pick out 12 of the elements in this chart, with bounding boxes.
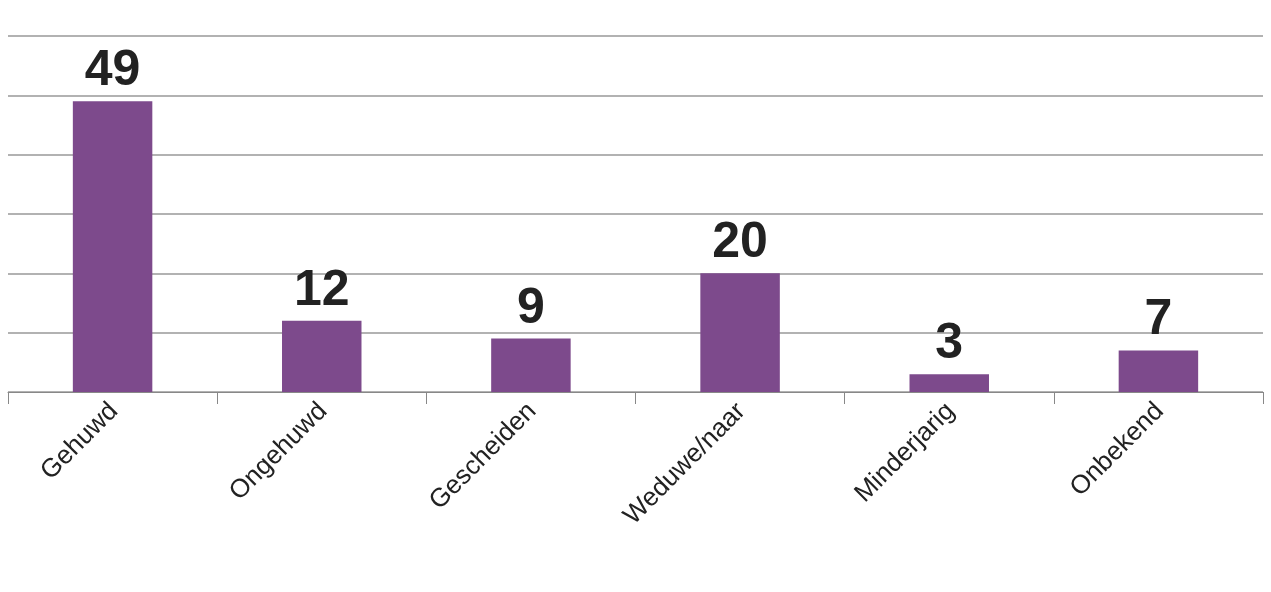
data-label: 9	[517, 277, 545, 334]
bar	[1118, 350, 1199, 392]
data-label: 20	[712, 212, 768, 269]
data-label: 12	[293, 259, 350, 316]
bar	[282, 320, 362, 392]
bar	[491, 338, 571, 392]
data-label: 7	[1144, 289, 1173, 346]
bar	[72, 101, 153, 392]
bar	[700, 273, 780, 392]
data-label: 49	[84, 40, 141, 97]
bar	[909, 374, 989, 392]
data-label: 3	[935, 313, 964, 370]
